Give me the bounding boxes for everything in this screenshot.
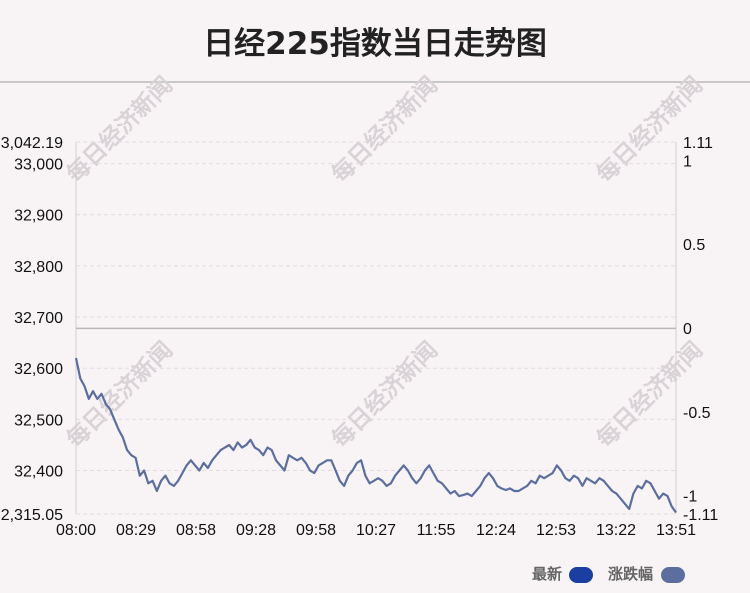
left-tick-label: 32,900 xyxy=(14,208,63,225)
x-tick-label: 08:58 xyxy=(176,522,216,539)
legend-swatch-latest xyxy=(569,567,593,583)
watermark-text: 每日经济新闻 xyxy=(591,336,708,453)
left-tick-label: 32,800 xyxy=(14,259,63,276)
x-tick-label: 13:22 xyxy=(596,522,636,539)
x-tick-label: 11:55 xyxy=(417,522,456,539)
x-tick-label: 08:29 xyxy=(116,522,156,539)
left-tick-label: 32,600 xyxy=(14,361,63,378)
right-tick-label: -1.11 xyxy=(683,507,718,524)
x-axis-ticks: 08:00 08:29 08:58 09:28 09:58 10:27 11:55 12:24… xyxy=(56,522,696,539)
series-line-latest xyxy=(74,357,677,514)
x-tick-label: 09:28 xyxy=(236,522,276,539)
title-divider xyxy=(0,81,750,83)
watermark-text: 每日经济新闻 xyxy=(326,71,443,188)
left-tick-label: 33,000 xyxy=(14,157,63,174)
left-tick-label: 32,400 xyxy=(14,464,63,481)
right-tick-label: 0 xyxy=(683,321,692,338)
watermark-text: 每日经济新闻 xyxy=(61,336,178,453)
watermark-text: 每日经济新闻 xyxy=(591,71,708,188)
left-tick-label: 33,042.19 xyxy=(0,135,63,152)
x-tick-label: 09:58 xyxy=(296,522,336,539)
right-axis-ticks: 1.11 -1 -0.5 0 0.5 1 -1.11 xyxy=(683,135,718,524)
right-tick-label: -0.5 xyxy=(683,405,711,422)
watermark-text: 每日经济新闻 xyxy=(326,336,443,453)
right-tick-label: 0.5 xyxy=(683,237,705,254)
right-tick-label: 1.11 xyxy=(683,135,713,152)
right-tick-label: 1 xyxy=(683,153,692,170)
left-tick-label: 32,500 xyxy=(14,412,63,429)
x-tick-label: 12:53 xyxy=(536,522,576,539)
watermark-text: 每日经济新闻 xyxy=(61,71,178,188)
legend-label-latest: 最新 xyxy=(532,565,563,583)
left-tick-label: 32,700 xyxy=(14,310,63,327)
legend-swatch-change xyxy=(661,567,685,583)
x-tick-label: 13:51 xyxy=(656,522,696,539)
left-tick-label: 32,315.05 xyxy=(0,507,63,524)
chart-title: 日经225指数当日走势图 xyxy=(203,26,547,62)
gridlines xyxy=(76,141,676,515)
x-tick-label: 12:24 xyxy=(476,522,516,539)
x-tick-label: 08:00 xyxy=(56,522,96,539)
x-tick-label: 10:27 xyxy=(356,522,396,539)
right-tick-label: -1 xyxy=(683,489,697,506)
legend-label-change: 涨跌幅 xyxy=(608,565,654,583)
left-axis-ticks: 33,042.19 32,400 32,500 32,600 32,700 32,800 3… xyxy=(0,135,63,524)
